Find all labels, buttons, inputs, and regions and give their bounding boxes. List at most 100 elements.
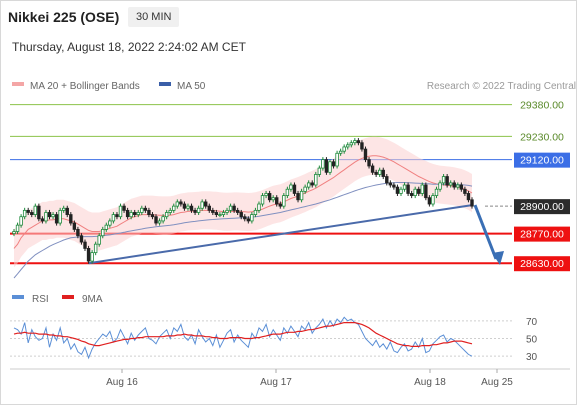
candle-body	[282, 195, 286, 207]
candle-body	[388, 182, 393, 186]
x-tick-label-0: Aug 16	[106, 377, 138, 388]
candle-body	[147, 209, 151, 215]
candle-body	[331, 161, 336, 167]
candle-body	[314, 174, 318, 186]
candle-body	[200, 201, 204, 209]
candle-body	[150, 214, 155, 218]
candle-body	[30, 212, 34, 215]
legend-swatch-1	[159, 82, 171, 86]
candle-body	[175, 201, 180, 207]
level-label-box-2	[514, 152, 570, 168]
rsi-tick-70: 70	[526, 317, 538, 328]
candle-body	[356, 140, 361, 144]
candle-body	[427, 197, 432, 205]
candle-body	[417, 188, 421, 194]
candle-body	[69, 214, 73, 224]
candle-body	[164, 212, 169, 218]
main-legend: MA 20 + Bollinger Bands MA 50	[12, 81, 206, 92]
timeframe-badge[interactable]: 30 MIN	[128, 7, 180, 27]
candle-body	[93, 243, 98, 254]
candle-body	[324, 159, 329, 173]
candle-body	[133, 212, 137, 215]
candle-body	[196, 207, 201, 213]
rsi-legend-label: RSI	[32, 294, 49, 305]
candle-body	[65, 207, 69, 215]
candle-body	[186, 205, 190, 209]
x-tick-label-2: Aug 18	[414, 377, 446, 388]
candle-body	[136, 212, 140, 215]
candle-body	[108, 220, 112, 226]
ma9-legend-swatch	[62, 295, 74, 299]
candle-body	[470, 199, 474, 207]
candle-body	[253, 209, 258, 215]
candle-body	[353, 140, 357, 144]
copyright-note: Research © 2022 Trading Central	[427, 81, 576, 92]
candle-body	[306, 182, 311, 188]
candle-body	[367, 159, 371, 167]
forecast-arrow-shaft	[473, 204, 498, 260]
candle-body	[243, 216, 247, 220]
candle-body	[76, 228, 80, 237]
candle-body	[235, 209, 240, 213]
candle-body	[459, 184, 464, 190]
level-label-2: 29120.00	[520, 155, 564, 167]
candle-body	[271, 197, 275, 201]
level-label-box-3	[514, 199, 570, 215]
candle-body	[438, 182, 442, 190]
legend-swatch-0	[12, 82, 24, 86]
candle-body	[12, 231, 16, 235]
rsi-tick-30: 30	[526, 352, 538, 363]
candle-body	[317, 167, 322, 175]
candle-body	[86, 248, 91, 262]
candle-body	[409, 193, 414, 196]
candle-body	[193, 209, 197, 213]
candle-body	[189, 205, 194, 211]
candle-body	[257, 203, 261, 211]
candle-body	[328, 161, 332, 173]
candle-body	[72, 222, 77, 230]
level-label-1: 29230.00	[520, 131, 564, 143]
candle-body	[51, 214, 55, 218]
candle-body	[335, 152, 339, 167]
candle-body	[111, 214, 116, 222]
candle-body	[129, 212, 133, 218]
candle-body	[22, 209, 27, 218]
candle-body	[44, 212, 48, 222]
candle-body	[232, 205, 236, 211]
candle-body	[97, 235, 101, 245]
candle-body	[19, 216, 23, 226]
candle-body	[310, 182, 314, 186]
level-label-3: 28900.00	[520, 201, 564, 213]
candle-body	[349, 142, 353, 146]
candle-body	[278, 203, 282, 207]
ma50-line	[13, 182, 473, 279]
candle-body	[140, 207, 144, 213]
candle-body	[406, 184, 410, 194]
candle-body	[385, 176, 389, 184]
level-label-box-4	[514, 226, 570, 242]
rsi-legend-swatch	[12, 295, 24, 299]
candle-body	[172, 205, 176, 211]
candle-body	[346, 144, 350, 148]
candle-body	[342, 146, 346, 152]
candle-body	[299, 190, 304, 201]
candle-body	[104, 224, 109, 230]
candle-body	[463, 188, 467, 194]
level-label-4: 28770.00	[520, 229, 564, 241]
candle-body	[381, 169, 385, 177]
candle-body	[182, 203, 187, 209]
candle-body	[260, 195, 265, 205]
candle-body	[289, 184, 293, 190]
candle-body	[33, 205, 38, 215]
level-label-box-1	[514, 129, 570, 145]
rsi-ma-line	[13, 322, 473, 347]
candle-body	[338, 150, 343, 154]
candle-body	[207, 205, 211, 211]
candle-body	[392, 184, 396, 188]
candle-body	[395, 186, 400, 194]
candle-body	[292, 184, 297, 194]
rsi-legend: RSI 9MA	[12, 294, 103, 305]
x-tick-label-3: Aug 25	[481, 377, 513, 388]
instrument-title: Nikkei 225 (OSE)	[8, 9, 120, 25]
